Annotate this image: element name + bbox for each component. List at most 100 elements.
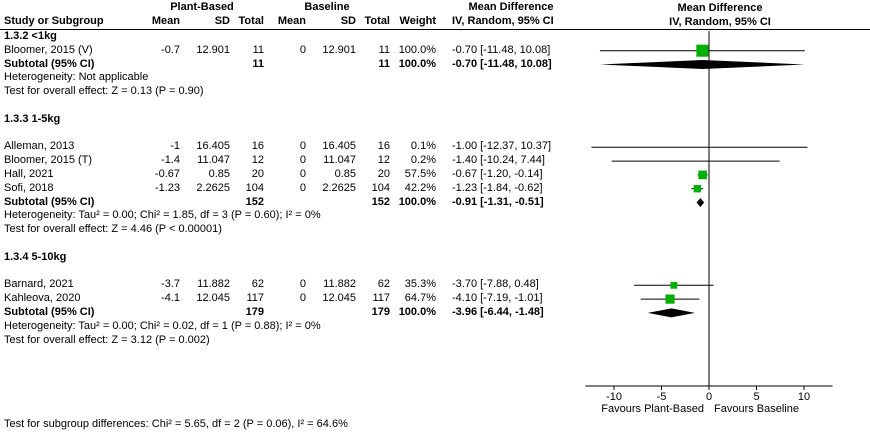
study-label: Subtotal (95% CI) xyxy=(4,305,95,318)
gap-cell xyxy=(436,168,444,182)
study-row: Bloomer, 2015 (T) -1.4 11.047 12 0 11.047 12 0.… xyxy=(0,154,578,168)
study-label: Subtotal (95% CI) xyxy=(4,57,95,70)
blank-row xyxy=(0,127,578,141)
total-baseline-cell: 20 xyxy=(377,167,390,180)
sd-baseline-cell xyxy=(306,196,356,210)
ci-text-cell: -3.96 [-6.44, -1.48] xyxy=(452,305,544,318)
col-header-weight: Weight xyxy=(399,15,436,27)
mean-plant-cell: -0.67 xyxy=(154,167,180,180)
mean-plant-cell: -3.7 xyxy=(161,278,180,291)
ci-text-cell: -4.10 [-7.19, -1.01] xyxy=(452,292,543,305)
gap-cell xyxy=(436,292,444,306)
subgroup-header-row: 1.3.3 1-5kg xyxy=(0,113,578,127)
study-label: Alleman, 2013 xyxy=(4,140,75,153)
effect-square xyxy=(698,170,707,180)
header-spacer xyxy=(0,0,140,14)
sd-plant-cell: 2.2625 xyxy=(196,181,230,194)
total-baseline-cell: 117 xyxy=(372,292,390,305)
header-gap xyxy=(436,14,444,28)
ci-text-cell: -1.40 [-10.24, 7.44] xyxy=(452,154,545,167)
subgroup-header-row: 1.3.4 5-10kg xyxy=(0,251,578,265)
col-header-total-plant: Total xyxy=(238,15,264,27)
gap-cell xyxy=(436,140,444,154)
total-baseline-cell: 179 xyxy=(371,305,390,318)
subtotal-row: Subtotal (95% CI) 11 11 100.0% -0.70 [-11.48… xyxy=(0,58,578,72)
subgroup-difference-note: Test for subgroup differences: Chi² = 5.… xyxy=(4,418,348,430)
sd-plant-cell xyxy=(180,306,230,320)
total-plant-cell: 62 xyxy=(251,278,264,291)
blank-row xyxy=(0,265,578,279)
gap-cell xyxy=(436,278,444,292)
gap-cell xyxy=(436,306,444,320)
subgroup-label: 1.3.4 5-10kg xyxy=(4,250,67,263)
mean-baseline-cell: 0 xyxy=(299,43,306,56)
study-label: Kahleova, 2020 xyxy=(4,292,81,305)
subtotal-diamond xyxy=(599,60,805,69)
forest-plot: -10 -5 0 5 10 Favours Plant-Based Favours Base… xyxy=(585,31,833,415)
total-plant-cell: 16 xyxy=(251,140,264,153)
sd-plant-cell: 11.882 xyxy=(197,278,230,291)
sd-baseline-cell: 16.405 xyxy=(322,140,356,153)
effect-square xyxy=(696,44,709,57)
group-header-baseline: Baseline xyxy=(304,1,350,13)
weight-cell: 35.3% xyxy=(404,278,436,291)
study-row: Barnard, 2021 -3.7 11.882 62 0 11.882 62 35.3% -… xyxy=(0,278,578,292)
total-plant-cell: 20 xyxy=(251,167,264,180)
table-header: Plant-Based Baseline Mean Difference Stu… xyxy=(0,0,578,28)
favours-left-label: Favours Plant-Based xyxy=(601,403,704,415)
study-row: Kahleova, 2020 -4.1 12.045 117 0 12.045 117 64.… xyxy=(0,292,578,306)
subtotal-diamond xyxy=(647,308,695,318)
sd-baseline-cell: 11.882 xyxy=(323,278,356,291)
group-header-plant-based: Plant-Based xyxy=(170,1,234,13)
total-plant-cell: 12 xyxy=(251,154,264,167)
mean-plant-cell: -1.23 xyxy=(154,181,180,194)
mean-baseline-cell: 0 xyxy=(299,154,306,167)
sd-baseline-cell: 11.047 xyxy=(323,154,356,167)
study-label: Bloomer, 2015 (V) xyxy=(4,43,93,56)
col-header-ci-text: IV, Random, 95% CI xyxy=(452,15,554,27)
sd-plant-cell: 0.85 xyxy=(208,167,230,180)
plot-header-ci-method: IV, Random, 95% CI xyxy=(669,16,771,28)
weight-cell: 42.2% xyxy=(404,181,436,194)
blank-row xyxy=(0,237,578,251)
axis-tick-label: -5 xyxy=(657,391,667,403)
total-plant-cell: 179 xyxy=(245,305,264,318)
blank-row xyxy=(0,99,578,113)
col-header-total-baseline: Total xyxy=(364,15,390,27)
total-baseline-cell: 12 xyxy=(377,154,390,167)
weight-cell: 100.0% xyxy=(398,57,436,70)
mean-plant-cell xyxy=(140,306,180,320)
sd-baseline-cell xyxy=(306,58,356,72)
mean-plant-cell: -0.7 xyxy=(161,43,180,56)
sd-plant-cell: 11.047 xyxy=(197,154,230,167)
weight-cell: 100.0% xyxy=(398,195,436,208)
axis-tick-label: -10 xyxy=(606,391,622,403)
study-label: Barnard, 2021 xyxy=(4,278,74,291)
total-baseline-cell: 152 xyxy=(371,195,390,208)
ci-text-cell: -3.70 [-7.88, 0.48] xyxy=(452,278,539,291)
axis-tick-label: 5 xyxy=(753,391,759,403)
total-baseline-cell: 16 xyxy=(377,140,390,153)
axis-tick-label: 10 xyxy=(798,391,810,403)
mean-plant-cell: -1 xyxy=(170,140,180,153)
mean-baseline-cell: 0 xyxy=(299,292,306,305)
mean-baseline-cell xyxy=(264,306,306,320)
weight-cell: 100.0% xyxy=(398,305,436,318)
total-plant-cell: 104 xyxy=(245,181,264,194)
subtotal-diamond xyxy=(696,198,705,207)
sd-baseline-cell: 12.045 xyxy=(322,292,356,305)
ci-text-cell: -0.70 [-11.48, 10.08] xyxy=(452,57,552,70)
total-plant-cell: 11 xyxy=(252,57,264,70)
study-row: Hall, 2021 -0.67 0.85 20 0 0.85 20 57.5% -0.67 [… xyxy=(0,168,578,182)
study-row: Bloomer, 2015 (V) -0.7 12.901 11 0 12.901 11 10… xyxy=(0,44,578,58)
col-header-mean-baseline: Mean xyxy=(277,15,306,27)
sd-baseline-cell xyxy=(306,306,356,320)
mean-baseline-cell: 0 xyxy=(299,140,306,153)
gap-cell xyxy=(436,182,444,196)
mean-baseline-cell: 0 xyxy=(299,181,306,194)
axis-tick-label: 0 xyxy=(706,391,712,403)
stat-note-row: Heterogeneity: Not applicable xyxy=(4,71,149,84)
ci-text-cell: -0.67 [-1.20, -0.14] xyxy=(452,167,543,180)
mean-plant-cell: -1.4 xyxy=(161,154,180,167)
